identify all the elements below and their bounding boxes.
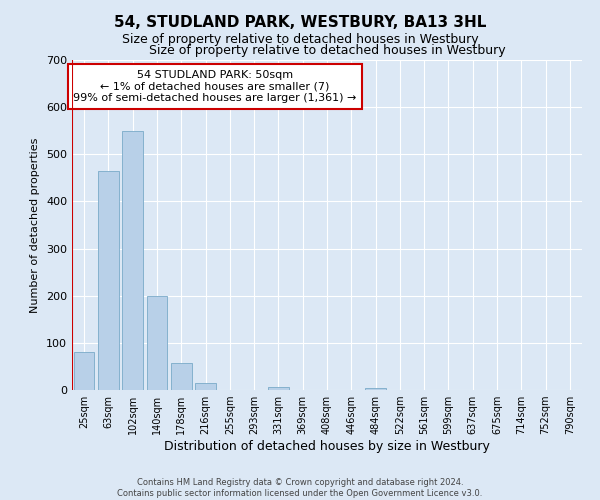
Bar bbox=[98, 171, 119, 390]
Y-axis label: Number of detached properties: Number of detached properties bbox=[31, 138, 40, 312]
Bar bbox=[74, 352, 94, 390]
Bar bbox=[146, 296, 167, 390]
X-axis label: Distribution of detached houses by size in Westbury: Distribution of detached houses by size … bbox=[164, 440, 490, 453]
Bar bbox=[195, 384, 216, 390]
Text: Size of property relative to detached houses in Westbury: Size of property relative to detached ho… bbox=[122, 32, 478, 46]
Title: Size of property relative to detached houses in Westbury: Size of property relative to detached ho… bbox=[149, 44, 505, 58]
Bar bbox=[365, 388, 386, 390]
Text: Contains HM Land Registry data © Crown copyright and database right 2024.
Contai: Contains HM Land Registry data © Crown c… bbox=[118, 478, 482, 498]
Text: 54, STUDLAND PARK, WESTBURY, BA13 3HL: 54, STUDLAND PARK, WESTBURY, BA13 3HL bbox=[114, 15, 486, 30]
Bar bbox=[122, 130, 143, 390]
Text: 54 STUDLAND PARK: 50sqm
← 1% of detached houses are smaller (7)
99% of semi-deta: 54 STUDLAND PARK: 50sqm ← 1% of detached… bbox=[73, 70, 356, 103]
Bar bbox=[268, 386, 289, 390]
Bar bbox=[171, 362, 191, 390]
